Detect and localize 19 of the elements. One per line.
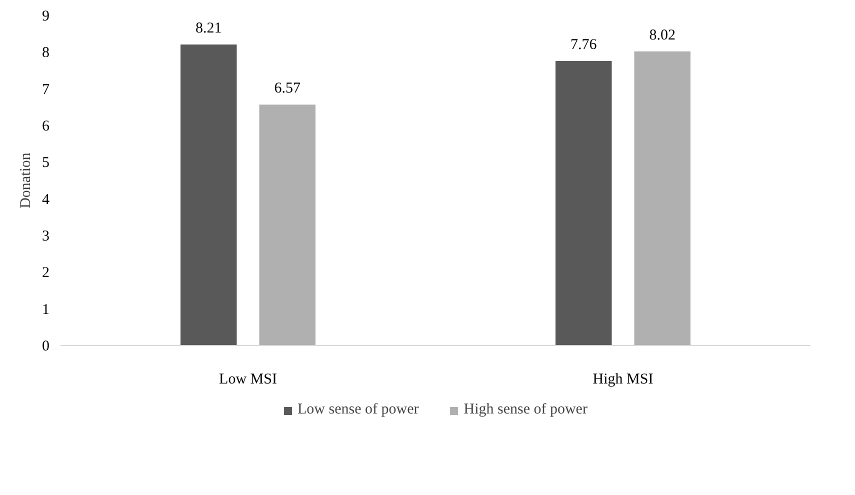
y-tick-label: 1 bbox=[42, 302, 50, 318]
x-tick-label: High MSI bbox=[592, 372, 654, 388]
data-label: 8.21 bbox=[196, 20, 222, 36]
y-axis-title: Donation bbox=[18, 152, 34, 208]
x-tick-label: Low MSI bbox=[219, 372, 277, 388]
y-tick-label: 0 bbox=[42, 338, 50, 354]
data-label: 7.76 bbox=[570, 36, 598, 53]
legend-label: Low sense of power bbox=[298, 402, 419, 418]
data-label: 6.57 bbox=[274, 80, 301, 97]
y-tick-label: 2 bbox=[42, 265, 50, 282]
y-tick-label: 7 bbox=[42, 82, 50, 98]
data-label: 8.02 bbox=[649, 27, 676, 44]
legend-label: High sense of power bbox=[464, 402, 588, 418]
y-tick-label: 3 bbox=[42, 228, 50, 244]
y-tick-label: 9 bbox=[42, 8, 50, 24]
y-tick-label: 5 bbox=[42, 155, 50, 172]
y-tick-label: 6 bbox=[42, 118, 50, 134]
y-tick-label: 4 bbox=[42, 192, 50, 208]
y-tick-label: 8 bbox=[42, 45, 50, 62]
